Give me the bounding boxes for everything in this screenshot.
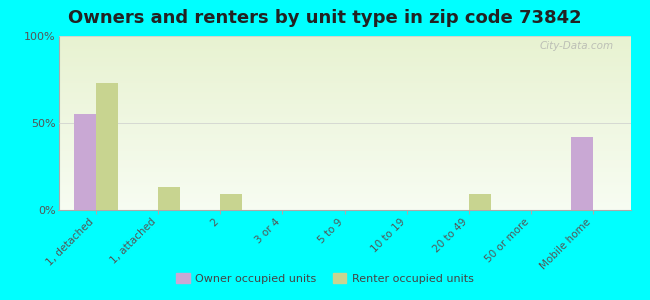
- Bar: [571, 137, 593, 210]
- Bar: [220, 194, 242, 210]
- Bar: [96, 83, 118, 210]
- Text: City-Data.com: City-Data.com: [540, 41, 614, 51]
- Bar: [74, 114, 96, 210]
- Legend: Owner occupied units, Renter occupied units: Owner occupied units, Renter occupied un…: [172, 269, 478, 288]
- Bar: [158, 188, 180, 210]
- Text: Owners and renters by unit type in zip code 73842: Owners and renters by unit type in zip c…: [68, 9, 582, 27]
- Bar: [469, 194, 491, 210]
